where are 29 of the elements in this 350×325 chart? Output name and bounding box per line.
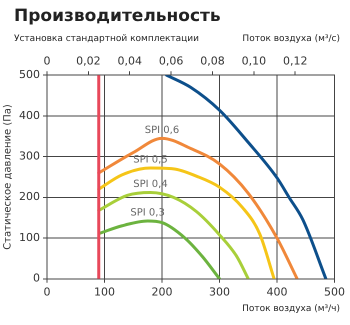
x2-tick-label: 0,04 [117,54,142,68]
y-tick-label: 300 [18,150,40,162]
y-axis-title: Статическое давление (Па) [2,104,14,250]
line-series [97,166,276,279]
line-series [97,136,299,279]
x2-axis-title: Поток воздуха (м³/с) [242,34,340,44]
y-tick-label: 400 [18,108,40,122]
x-tick-label: 0 [43,285,50,298]
x-tick-label: 200 [152,285,172,298]
x2-tick-label: 0,06 [158,54,184,68]
y-tick-label: 0 [32,272,40,285]
x-tick-label: 500 [324,285,345,298]
line-series [98,219,221,279]
x-tick-label: 300 [209,285,230,298]
x-tick-label: 100 [94,285,115,298]
y-tick-label: 100 [18,230,40,244]
y-tick-label: 200 [18,190,40,204]
x2-tick-label: 0,02 [76,54,101,68]
x2-tick-label: 0 [43,54,50,68]
x-tick-label: 400 [266,285,288,298]
x2-tick-label: 0,08 [200,54,225,68]
series-label: SPI 0,6 [144,124,180,136]
x2-tick-label: 0,10 [242,54,266,68]
y-tick-label: 500 [18,68,40,82]
x2-tick-label: 0,12 [282,54,308,68]
line-series [97,190,250,279]
chart-title: Производительность [14,6,221,26]
x-axis-title: Поток воздуха (м³/ч) [242,304,340,314]
chart-subtitle: Установка стандартной комплектации [14,34,200,44]
